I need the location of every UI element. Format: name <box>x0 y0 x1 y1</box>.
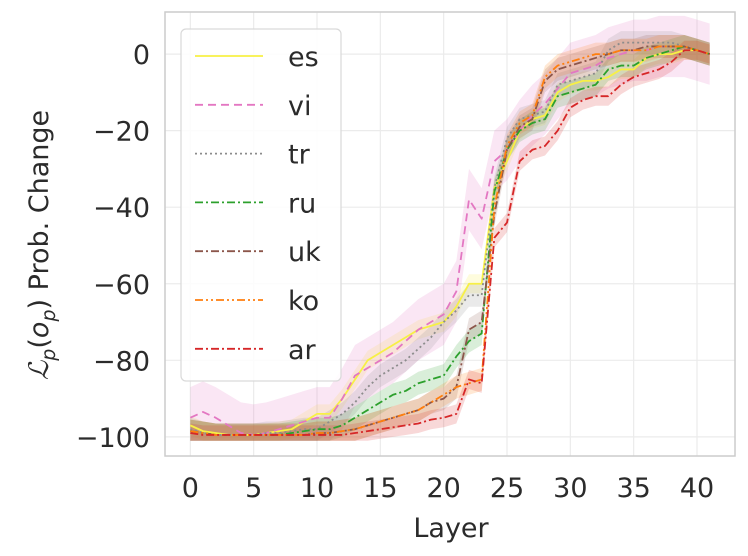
confidence-bands <box>190 15 710 441</box>
series-lines <box>189 41 710 436</box>
y-tick-label: 0 <box>133 40 150 71</box>
legend-label-uk: uk <box>288 237 321 268</box>
y-axis-label-open: ( <box>24 338 55 349</box>
series-line-vi <box>189 45 710 436</box>
x-tick-label: 40 <box>680 473 714 504</box>
y-tick-label: −80 <box>93 346 150 377</box>
x-axis-label: Layer <box>413 513 489 544</box>
legend-label-ru: ru <box>288 188 316 219</box>
x-tick-label: 30 <box>553 473 587 504</box>
band-vi <box>190 15 710 441</box>
legend-label-ar: ar <box>288 335 317 366</box>
x-tick-label: 5 <box>245 473 262 504</box>
legend-label-tr: tr <box>288 140 311 171</box>
x-tick-label: 35 <box>616 473 650 504</box>
x-tick-label: 25 <box>490 473 524 504</box>
legend-label-vi: vi <box>288 91 311 122</box>
x-tick-label: 20 <box>426 473 460 504</box>
x-tick-label: 0 <box>182 473 199 504</box>
series-line-es <box>189 49 710 436</box>
y-tick-label: −60 <box>93 270 150 301</box>
band-ru <box>190 34 710 441</box>
x-tick-label: 10 <box>300 473 334 504</box>
x-tick-label: 15 <box>363 473 397 504</box>
legend: es vi tr ru uk ko ar <box>180 28 342 382</box>
y-axis-label-rest: ) Prob. Change <box>24 110 55 310</box>
series-line-ar <box>190 49 710 436</box>
legend-label-es: es <box>288 42 319 73</box>
y-tick-label: −100 <box>76 423 150 454</box>
y-tick-labels: 0 −20 −40 −60 −80 −100 <box>76 40 150 454</box>
plot-frame <box>164 11 736 457</box>
series-line-tr <box>190 41 710 436</box>
x-tick-labels: 0 5 10 15 20 25 30 35 40 <box>182 473 714 504</box>
y-axis-label-script: ℒ <box>24 360 55 380</box>
y-tick-label: −20 <box>93 117 150 148</box>
y-axis-label: ℒp(op) Prob. Change <box>24 110 60 380</box>
legend-label-ko: ko <box>288 286 319 317</box>
y-tick-label: −40 <box>93 193 150 224</box>
y-axis-label-sub-p: p <box>38 349 60 362</box>
y-axis-label-sub-p2: p <box>38 309 60 322</box>
legend-box <box>180 28 342 382</box>
y-axis-label-o: o <box>24 322 55 339</box>
